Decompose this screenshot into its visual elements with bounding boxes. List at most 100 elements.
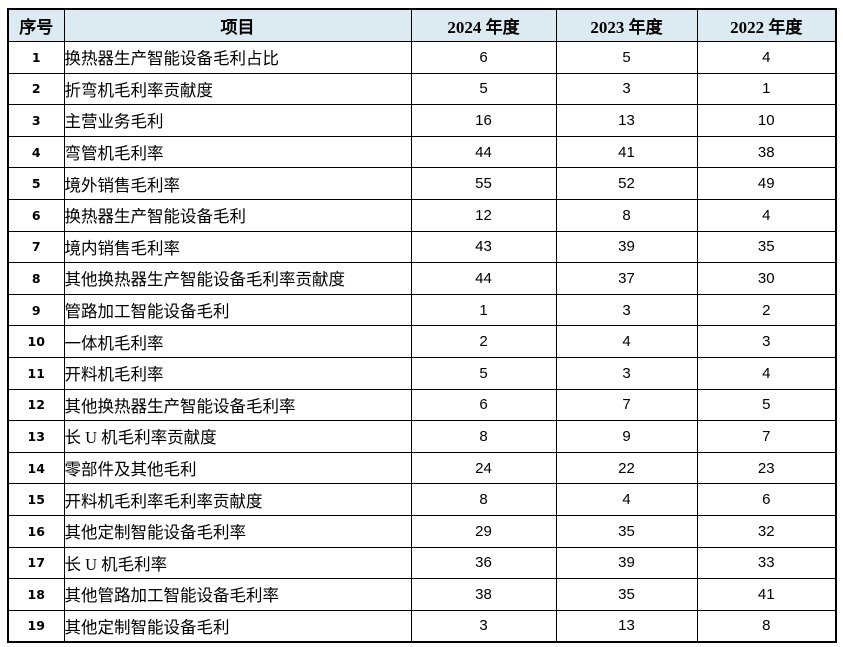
value-2023-cell: 13 [555,609,698,643]
value-2023-cell: 41 [555,135,698,169]
value-2023-cell: 5 [555,41,698,74]
value-2022-cell: 30 [696,262,837,295]
margin-data-table: 序号 项目 2024 年度 2023 年度 2022 年度 1 换热器生产智能设… [7,8,837,644]
value-2023-cell: 3 [555,356,698,390]
table-row: 19 其他定制智能设备毛利 3 13 8 [7,609,837,643]
row-number-cell: 13 [7,420,65,453]
header-cell: 序号 [7,8,65,42]
value-2022-cell: 33 [696,546,837,580]
table-row: 9 管路加工智能设备毛利 1 3 2 [7,293,837,327]
table-row: 4 弯管机毛利率 44 41 38 [7,135,837,169]
value-2022-cell: 4 [696,356,837,390]
value-2023-cell: 35 [555,514,698,548]
table-row: 14 零部件及其他毛利 24 22 23 [7,451,837,485]
row-number-cell: 1 [7,41,65,74]
table-row: 2 折弯机毛利率贡献度 5 3 1 [7,72,837,106]
row-number-cell: 15 [7,483,65,516]
row-number-cell: 11 [7,356,65,390]
header-cell: 项目 [63,8,412,42]
value-2022-cell: 1 [696,72,837,106]
table-row: 1 换热器生产智能设备毛利占比 6 5 4 [7,41,837,74]
value-2024-cell: 29 [410,514,557,548]
item-name-cell: 其他换热器生产智能设备毛利率 [63,388,412,422]
row-number-cell: 16 [7,514,65,548]
row-number-cell: 8 [7,262,65,295]
table-row: 6 换热器生产智能设备毛利 12 8 4 [7,198,837,232]
value-2024-cell: 6 [410,41,557,74]
value-2022-cell: 4 [696,198,837,232]
value-2022-cell: 7 [696,420,837,453]
table-row: 12 其他换热器生产智能设备毛利率 6 7 5 [7,388,837,422]
header-cell: 2022 年度 [696,8,837,42]
table-row: 5 境外销售毛利率 55 52 49 [7,167,837,200]
header-cell: 2024 年度 [410,8,557,42]
item-name-cell: 主营业务毛利 [63,104,412,137]
table-row: 18 其他管路加工智能设备毛利率 38 35 41 [7,578,837,611]
value-2023-cell: 8 [555,198,698,232]
row-number-cell: 18 [7,578,65,611]
value-2022-cell: 35 [696,230,837,264]
value-2024-cell: 38 [410,578,557,611]
item-name-cell: 其他换热器生产智能设备毛利率贡献度 [63,262,412,295]
item-name-cell: 长 U 机毛利率贡献度 [63,420,412,453]
value-2022-cell: 6 [696,483,837,516]
value-2023-cell: 7 [555,388,698,422]
item-name-cell: 境外销售毛利率 [63,167,412,200]
item-name-cell: 管路加工智能设备毛利 [63,293,412,327]
header-row: 序号 项目 2024 年度 2023 年度 2022 年度 [7,8,837,42]
value-2022-cell: 8 [696,609,837,643]
item-name-cell: 弯管机毛利率 [63,135,412,169]
row-number-cell: 5 [7,167,65,200]
item-name-cell: 开料机毛利率毛利率贡献度 [63,483,412,516]
row-number-cell: 3 [7,104,65,137]
value-2023-cell: 3 [555,293,698,327]
value-2024-cell: 44 [410,135,557,169]
row-number-cell: 14 [7,451,65,485]
table-row: 11 开料机毛利率 5 3 4 [7,356,837,390]
table-body: 1 换热器生产智能设备毛利占比 6 5 4 2 折弯机毛利率贡献度 5 3 1 … [7,41,837,643]
value-2022-cell: 41 [696,578,837,611]
value-2024-cell: 12 [410,198,557,232]
row-number-cell: 9 [7,293,65,327]
table-row: 3 主营业务毛利 16 13 10 [7,104,837,137]
row-number-cell: 6 [7,198,65,232]
value-2024-cell: 24 [410,451,557,485]
value-2024-cell: 44 [410,262,557,295]
row-number-cell: 19 [7,609,65,643]
header-cell: 2023 年度 [555,8,698,42]
table-row: 16 其他定制智能设备毛利率 29 35 32 [7,514,837,548]
value-2024-cell: 1 [410,293,557,327]
value-2024-cell: 3 [410,609,557,643]
value-2023-cell: 39 [555,546,698,580]
value-2023-cell: 22 [555,451,698,485]
value-2023-cell: 9 [555,420,698,453]
value-2022-cell: 32 [696,514,837,548]
value-2022-cell: 10 [696,104,837,137]
value-2024-cell: 36 [410,546,557,580]
value-2024-cell: 55 [410,167,557,200]
value-2023-cell: 39 [555,230,698,264]
item-name-cell: 一体机毛利率 [63,325,412,358]
value-2024-cell: 8 [410,483,557,516]
row-number-cell: 7 [7,230,65,264]
value-2024-cell: 5 [410,356,557,390]
value-2024-cell: 16 [410,104,557,137]
table-row: 7 境内销售毛利率 43 39 35 [7,230,837,264]
value-2022-cell: 49 [696,167,837,200]
value-2023-cell: 13 [555,104,698,137]
value-2023-cell: 35 [555,578,698,611]
item-name-cell: 长 U 机毛利率 [63,546,412,580]
table-row: 8 其他换热器生产智能设备毛利率贡献度 44 37 30 [7,262,837,295]
table-row: 10 一体机毛利率 2 4 3 [7,325,837,358]
item-name-cell: 开料机毛利率 [63,356,412,390]
row-number-cell: 4 [7,135,65,169]
value-2022-cell: 3 [696,325,837,358]
value-2022-cell: 38 [696,135,837,169]
value-2024-cell: 8 [410,420,557,453]
table-row: 17 长 U 机毛利率 36 39 33 [7,546,837,580]
item-name-cell: 零部件及其他毛利 [63,451,412,485]
value-2024-cell: 6 [410,388,557,422]
row-number-cell: 10 [7,325,65,358]
row-number-cell: 17 [7,546,65,580]
